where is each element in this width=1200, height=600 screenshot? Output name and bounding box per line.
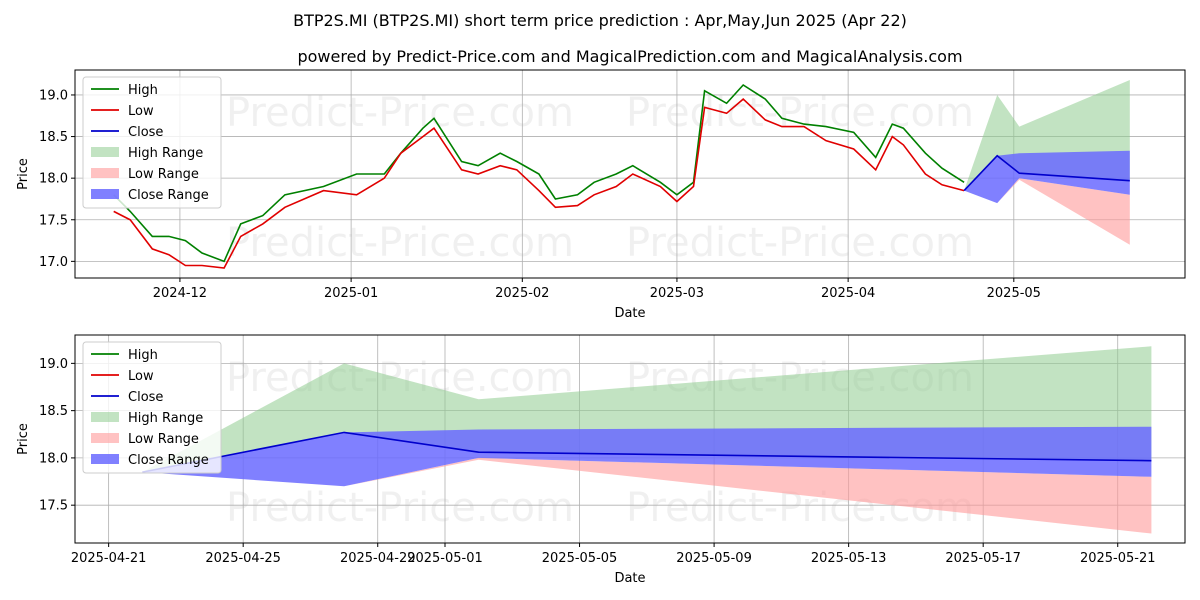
y-tick-label: 17.5 <box>39 213 68 228</box>
y-axis-label: Price <box>16 158 31 190</box>
x-tick-label: 2025-04-25 <box>205 551 281 566</box>
high-line <box>113 83 965 263</box>
legend-label: Low Range <box>128 432 199 447</box>
y-tick-label: 17.0 <box>39 255 68 270</box>
y-tick-label: 19.0 <box>39 88 68 103</box>
x-tick-label: 2025-01 <box>324 286 378 301</box>
watermark-text: Predict-Price.com <box>626 220 974 266</box>
x-axis-label: Date <box>614 571 645 586</box>
x-tick-label: 2025-04-21 <box>71 551 147 566</box>
y-tick-label: 19.0 <box>39 357 68 372</box>
x-tick-label: 2025-05 <box>987 286 1041 301</box>
legend-label: Low <box>128 104 154 119</box>
top-panel: Predict-Price.com Predict-Price.com Predic… <box>16 69 1186 321</box>
watermark-text: Predict-Price.com <box>626 90 974 136</box>
axes-frame <box>74 334 1186 544</box>
x-tick-label: 2025-05-13 <box>811 551 887 566</box>
legend-swatch <box>91 412 119 422</box>
legend-swatch <box>91 454 119 464</box>
y-tick-label: 18.0 <box>39 451 68 466</box>
x-tick-label: 2025-05-17 <box>945 551 1021 566</box>
chart-subtitle: powered by Predict-Price.com and Magical… <box>297 47 962 66</box>
x-tick-label: 2025-04-29 <box>340 551 416 566</box>
low-range-area <box>142 457 1152 534</box>
y-tick-label: 18.0 <box>39 172 68 187</box>
y-tick-label: 18.5 <box>39 130 68 145</box>
close-range-area <box>964 150 1130 204</box>
x-tick-label: 2025-05-09 <box>676 551 752 566</box>
legend-swatch <box>91 168 119 178</box>
legend-swatch <box>91 147 119 157</box>
x-axis-label: Date <box>614 306 645 321</box>
watermark-text: Predict-Price.com <box>226 220 574 266</box>
legend-label: High <box>128 348 158 363</box>
legend-label: Low Range <box>128 167 199 182</box>
y-tick-label: 17.5 <box>39 499 68 514</box>
x-tick-label: 2025-05-05 <box>542 551 618 566</box>
chart-title: BTP2S.MI (BTP2S.MI) short term price pre… <box>293 11 907 30</box>
watermark-text: Predict-Price.com <box>226 485 574 531</box>
legend-label: Close <box>128 125 163 140</box>
y-axis-label: Price <box>16 423 31 455</box>
low-line <box>113 98 965 269</box>
x-tick-label: 2025-03 <box>650 286 704 301</box>
legend-label: High Range <box>128 411 203 426</box>
axes-frame <box>74 69 1186 279</box>
x-tick-label: 2025-02 <box>495 286 549 301</box>
x-tick-label: 2024-12 <box>153 286 207 301</box>
legend-label: High <box>128 83 158 98</box>
legend-label: Close Range <box>128 188 209 203</box>
watermark-text: Predict-Price.com <box>226 90 574 136</box>
x-tick-label: 2025-04 <box>821 286 875 301</box>
legend-label: High Range <box>128 146 203 161</box>
y-tick-label: 18.5 <box>39 404 68 419</box>
close-range-area <box>142 426 1152 487</box>
low-range-area <box>964 178 1130 245</box>
legend-label: Close Range <box>128 453 209 468</box>
legend-swatch <box>91 433 119 443</box>
x-tick-label: 2025-05-21 <box>1080 551 1156 566</box>
x-tick-label: 2025-05-01 <box>407 551 483 566</box>
legend-label: Low <box>128 369 154 384</box>
close-line <box>963 154 1130 192</box>
close-line <box>142 431 1152 473</box>
legend-swatch <box>91 189 119 199</box>
legend-label: Close <box>128 390 163 405</box>
